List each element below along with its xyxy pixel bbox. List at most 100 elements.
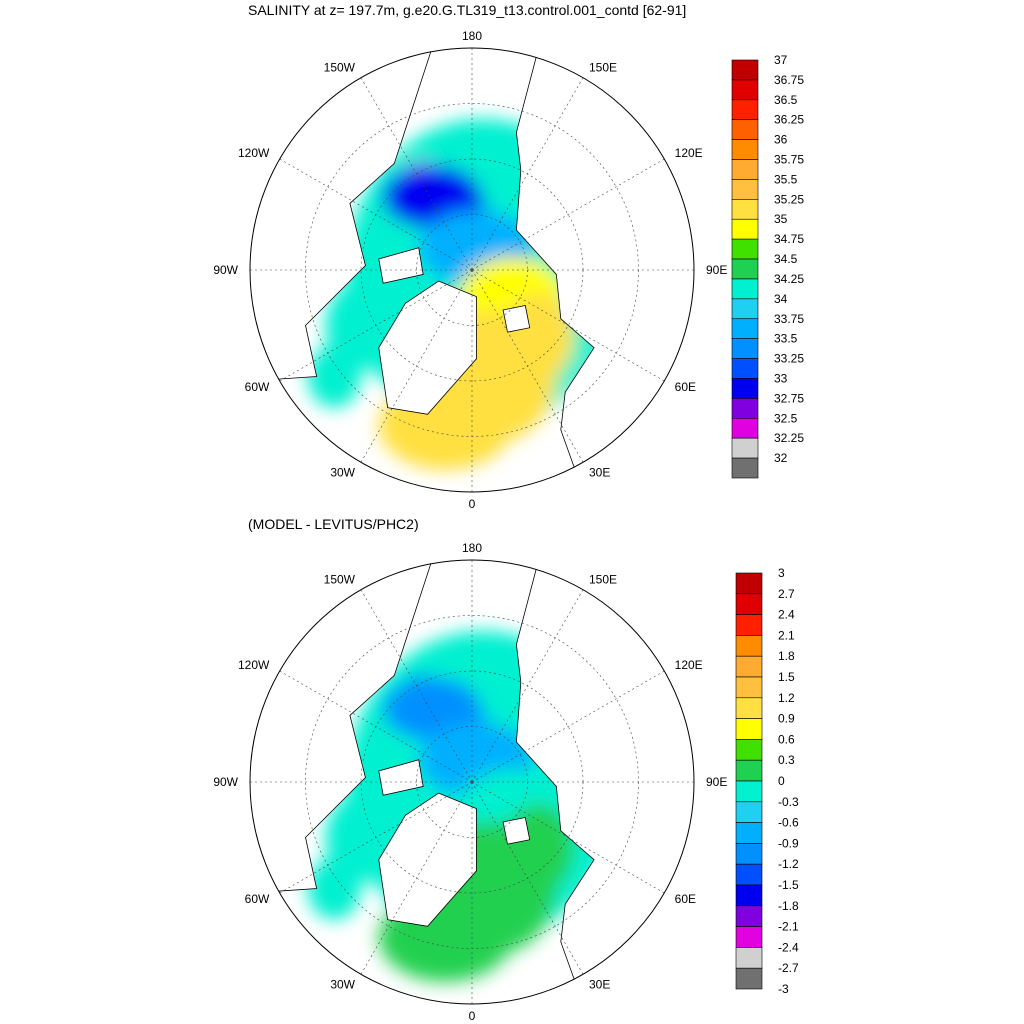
- colorbar-swatch: [731, 437, 759, 459]
- longitude-label: 150E: [589, 60, 617, 74]
- colorbar-tick-label: 0: [778, 774, 785, 788]
- land-mask: [502, 305, 531, 333]
- colorbar-tick-label: -2.4: [778, 940, 799, 954]
- colorbar-tick-label: 3: [778, 566, 785, 580]
- colorbar-tick-label: -3: [778, 982, 789, 996]
- longitude-label: 180: [462, 541, 482, 555]
- colorbar-tick-label: 35: [774, 212, 788, 226]
- colorbar-tick-label: 36.5: [774, 93, 798, 107]
- longitude-label: 120W: [238, 146, 270, 160]
- land-masks: [250, 560, 694, 1004]
- colorbar-swatch: [731, 378, 759, 399]
- colorbar-swatch: [735, 947, 763, 969]
- colorbar-swatch: [731, 99, 759, 121]
- colorbar-swatch: [735, 843, 763, 865]
- colorbar-tick-label: 33: [774, 371, 788, 385]
- colorbar-swatch: [731, 199, 759, 220]
- colorbar-tick-label: -1.2: [778, 857, 799, 871]
- colorbar-tick-label: 32.75: [774, 391, 804, 405]
- polar-map-salinity: 180 150E 120E 90E 60E 30E 0 30W 60W 90W 120W 150W 3…: [213, 29, 804, 511]
- colorbar-tick-label: 37: [774, 53, 788, 67]
- colorbar-tick-label: 32: [774, 451, 788, 465]
- colorbar-tick-label: 32.5: [774, 411, 798, 425]
- colorbar-tick-label: 34.75: [774, 232, 804, 246]
- land-mask: [378, 247, 424, 284]
- longitude-label: 180: [462, 29, 482, 43]
- colorbar-tick-label: 0.9: [778, 712, 795, 726]
- colorbar-tick-label: 35.5: [774, 172, 798, 186]
- longitude-label: 30E: [589, 466, 610, 480]
- land-mask: [502, 817, 531, 845]
- land-mask: [515, 560, 694, 1004]
- colorbar-tick-label: 34.25: [774, 272, 804, 286]
- longitude-label: 60W: [245, 892, 270, 906]
- colorbar-swatch: [735, 635, 763, 657]
- colorbar-swatch: [735, 801, 763, 823]
- colorbar-tick-label: 0.3: [778, 753, 795, 767]
- colorbar-swatch: [731, 318, 759, 339]
- colorbar-swatch: [735, 718, 763, 740]
- colorbar-swatch: [731, 159, 759, 180]
- colorbar-tick-label: 1.5: [778, 670, 795, 684]
- colorbar-tick-label: -1.5: [778, 878, 799, 892]
- land-mask: [515, 48, 694, 492]
- colorbar-swatch: [735, 884, 763, 907]
- longitude-label: 90E: [706, 263, 727, 277]
- longitude-labels: 180 150E 120E 90E 60E 30E 0 30W 60W 90W 120W 150W: [213, 541, 727, 1023]
- colorbar-tick-label: 2.4: [778, 608, 795, 622]
- longitude-label: 90W: [213, 263, 238, 277]
- longitude-labels: 180 150E 120E 90E 60E 30E 0 30W 60W 90W 120W 150W: [213, 29, 727, 511]
- colorbar-swatch: [735, 780, 763, 803]
- longitude-label: 150W: [324, 60, 356, 74]
- colorbar-tick-label: 36.25: [774, 113, 804, 127]
- colorbar-tick-label: 33.5: [774, 332, 798, 346]
- colorbar-swatch: [735, 739, 763, 761]
- longitude-label: 30E: [589, 978, 610, 992]
- colorbar-difference: 3 2.7 2.4 2.1 1.8 1.5 1.2 0.9 0.6 0.3 0 -0.3 -0.6 -0.…: [735, 566, 799, 996]
- land-mask: [378, 759, 424, 796]
- colorbar-tick-label: 36: [774, 133, 788, 147]
- colorbar-swatch: [735, 905, 763, 927]
- colorbar-tick-label: 32.25: [774, 431, 804, 445]
- colorbar-swatch: [731, 119, 759, 140]
- colorbar-tick-label: 36.75: [774, 73, 804, 87]
- colorbar-tick-label: -0.6: [778, 816, 799, 830]
- colorbar-salinity: 37 36.75 36.5 36.25 36 35.75 35.5 35.25 35 34.75 3…: [731, 53, 804, 479]
- colorbar-swatch: [735, 822, 763, 844]
- colorbar-swatch: [731, 338, 759, 359]
- colorbar-tick-label: -2.1: [778, 920, 799, 934]
- colorbar-swatch: [731, 398, 759, 419]
- colorbar-swatch: [735, 759, 763, 782]
- longitude-label: 120W: [238, 658, 270, 672]
- colorbar-swatch: [735, 593, 763, 615]
- longitude-label: 60E: [675, 892, 696, 906]
- longitude-label: 90W: [213, 775, 238, 789]
- colorbar-tick-label: 1.8: [778, 649, 795, 663]
- colorbar-swatch: [731, 457, 759, 479]
- colorbar-tick-label: 0.6: [778, 732, 795, 746]
- colorbar-swatch: [735, 655, 763, 678]
- longitude-label: 60E: [675, 380, 696, 394]
- polar-map-difference: 180 150E 120E 90E 60E 30E 0 30W 60W 90W 120W 150W 3…: [213, 541, 799, 1023]
- colorbar-tick-label: 35.25: [774, 192, 804, 206]
- longitude-label: 0: [469, 1009, 476, 1023]
- longitude-label: 150W: [324, 572, 356, 586]
- colorbar-tick-label: -0.3: [778, 795, 799, 809]
- colorbar-swatch: [731, 258, 759, 280]
- longitude-label: 30W: [330, 466, 355, 480]
- longitude-label: 120E: [675, 146, 703, 160]
- longitude-label: 60W: [245, 380, 270, 394]
- colorbar-swatch: [731, 139, 759, 160]
- colorbar-swatch: [731, 278, 759, 300]
- colorbar-tick-label: 1.2: [778, 691, 795, 705]
- colorbar-tick-label: -0.9: [778, 836, 799, 850]
- graticule: [250, 48, 694, 492]
- longitude-label: 30W: [330, 978, 355, 992]
- map-boundary: [249, 47, 695, 493]
- colorbar-swatch: [735, 863, 763, 886]
- colorbar-swatch: [731, 179, 759, 200]
- region-labrador-sea-baffin-bay: [307, 857, 361, 920]
- colorbar-tick-label: 34: [774, 292, 788, 306]
- colorbar-swatch: [731, 79, 759, 101]
